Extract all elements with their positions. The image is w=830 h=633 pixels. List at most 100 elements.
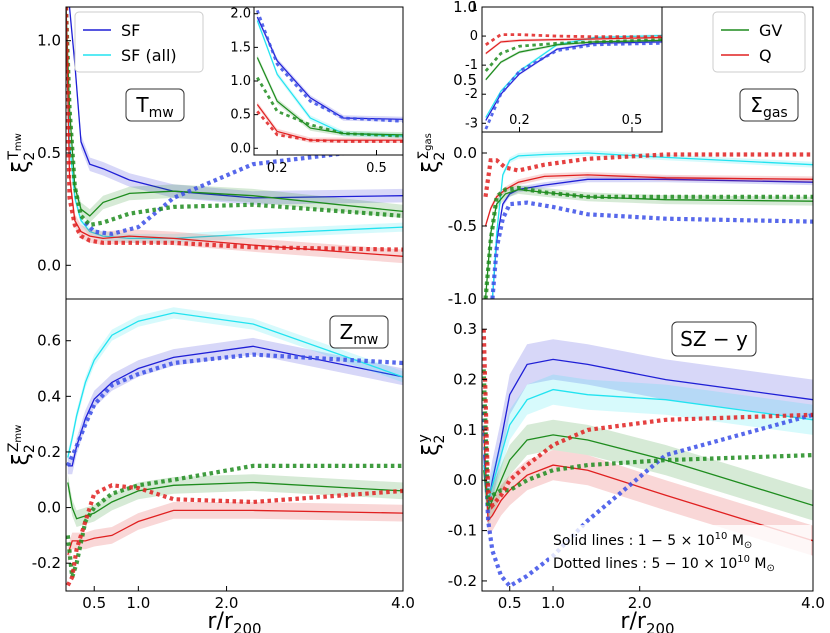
szy-ylabel: ξ2y [416,434,448,456]
tmw-inset-ytick-label: 1.5 [230,40,251,55]
szy-notes: Solid lines : 1 − 5 × 1010 M⊙ Dotted line… [549,525,811,579]
zmw-xtick-label: 4.0 [391,594,415,612]
zmw-series-1-line [67,312,403,458]
sigma-series-2-band [485,185,813,299]
zmw-ytick-label: 0.0 [37,499,61,517]
tmw-inset-series-3-band [257,101,403,143]
tmw-inset: 0.0 0.5 1.0 1.5 2.0 0.2 0.5 [230,6,404,176]
sigma-inset-series-3-band [485,36,662,55]
tmw-panel-label: Tmw [135,93,173,121]
szy-series-3-line [483,429,813,542]
panel-sigma: -1.0 -0.5 0.0 0.5 1.0 ξ2Σgas Σgas -3 -2 -1 0 1 0.2 0.… [416,0,814,308]
zmw-series-4-line [66,352,403,467]
sigma-series-3-band [485,172,813,229]
szy-xtick-label: 2.0 [628,594,652,612]
tmw-series-6-line [66,7,403,252]
szy-ytick-label: 0.3 [453,320,477,338]
szy-series-2-band [483,419,813,526]
tmw-panel-label-box [125,88,185,122]
szy-xtick-label: 4.0 [801,594,825,612]
sigma-series-5-line [483,185,813,299]
tmw-series-0-line [68,7,403,199]
szy-series-6-line [482,329,813,510]
zmw-xtick-label: 0.5 [82,594,106,612]
zmw-panel-label: Zmw [340,320,379,348]
tmw-ytick-label: 1.0 [37,32,61,50]
sigma-inset-series-1-line [485,34,662,118]
zmw-series-2-line [67,481,403,520]
szy-ytick-label: -0.1 [448,522,477,540]
tmw-ytick-label: 0.0 [37,256,61,274]
szy-note-line: Solid lines : 1 − 5 × 1010 M⊙ [553,531,752,551]
zmw-ytick-label: -0.2 [32,554,61,572]
tmw-inset-ytick-label: 0.5 [230,108,251,123]
sigma-panel-label-box [739,88,799,122]
sigma-inset: -3 -2 -1 0 1 0.2 0.5 [465,0,663,133]
zmw-xlabel: r/r200 [207,609,261,633]
zmw-xtick-label: 1.0 [126,594,150,612]
sigma-series-3-line [484,174,813,227]
sigma-series-4-line [490,200,813,299]
tmw-inset-series-group [255,9,403,143]
tmw-inset-series-6-line [256,110,403,143]
zmw-series-group [66,307,403,587]
zmw-frame [65,298,404,592]
szy-ytick-label: 0.0 [453,471,477,489]
tmw-legend: SF SF (all) [74,11,204,73]
tmw-series-3-line [66,7,403,257]
sigma-series-2-line [484,188,813,299]
tmw-legend-label: SF (all) [121,46,177,65]
zmw-ytick-label: 0.4 [37,387,61,405]
sigma-inset-series-6-line [485,33,662,46]
tmw-ylabel: ξ2Tmw [6,133,38,173]
zmw-ylabel: ξ2Zmw [6,425,38,466]
tmw-inset-ytick-label: 2.0 [230,7,251,22]
szy-series-1-band [483,374,813,516]
tmw-inset-ytick-label: 0.0 [230,141,251,156]
tmw-series-group [66,7,403,264]
tmw-ytick-label: 0.5 [37,144,61,162]
szy-xtick-label: 1.0 [541,594,565,612]
zmw-series-2-band [67,474,403,527]
zmw-series-3-line [67,509,403,555]
sigma-inset-ytick-label: 1 [470,0,478,15]
tmw-inset-xtick-label: 0.5 [366,161,387,176]
sigma-inset-ytick-label: -3 [465,116,478,131]
sigma-ytick-label: 1.0 [453,0,477,16]
szy-panel-label-box [671,321,757,357]
sigma-inset-xtick-label: 0.5 [622,113,643,128]
tmw-series-2-band [66,7,403,223]
sigma-series-6-line [483,152,813,198]
sigma-ytick-label: -1.0 [448,290,477,308]
szy-note-line: Dotted lines : 5 − 10 × 1010 M⊙ [553,554,775,574]
szy-xlabel: r/r200 [620,609,674,633]
sigma-legend: GV Q [712,11,806,73]
panel-szy: -0.2 -0.1 0.0 0.1 0.2 0.3 0.5 1.0 2.0 4.0 ξ2y r/r20… [416,298,825,633]
szy-series-group [482,329,813,589]
szy-notes-bg [549,525,811,579]
tmw-series-4-line [83,144,403,237]
sigma-ytick-label: -0.5 [448,217,477,235]
sigma-inset-bg [482,7,662,132]
tmw-inset-series-4-line [255,9,403,123]
sigma-inset-series-group [484,33,662,130]
zmw-ytick-label: 0.2 [37,443,61,461]
sigma-legend-box [712,11,806,73]
tmw-inset-xtick-label: 0.2 [267,161,288,176]
zmw-series-1-band [67,307,403,464]
zmw-panel-label-box [329,315,389,349]
szy-frame [481,298,814,592]
sigma-ylabel: ξ2Σgas [416,133,448,173]
szy-series-3-band [483,414,813,556]
sigma-inset-xtick-label: 0.2 [509,113,530,128]
sigma-ytick-label: 0.0 [453,144,477,162]
sigma-inset-series-3-line [485,36,662,54]
szy-panel-label: SZ − y [680,327,748,351]
szy-series-4-line [482,404,813,589]
szy-series-0-band [483,339,813,526]
szy-ytick-label: -0.2 [448,572,477,590]
tmw-legend-box [74,11,204,73]
szy-ytick-label: 0.1 [453,421,477,439]
panel-tmw: 0.0 0.5 1.0 ξ2Tmw Tmw 0.0 0.5 1.0 1.5 2.0 0.2 0.5 SF… [6,6,404,300]
